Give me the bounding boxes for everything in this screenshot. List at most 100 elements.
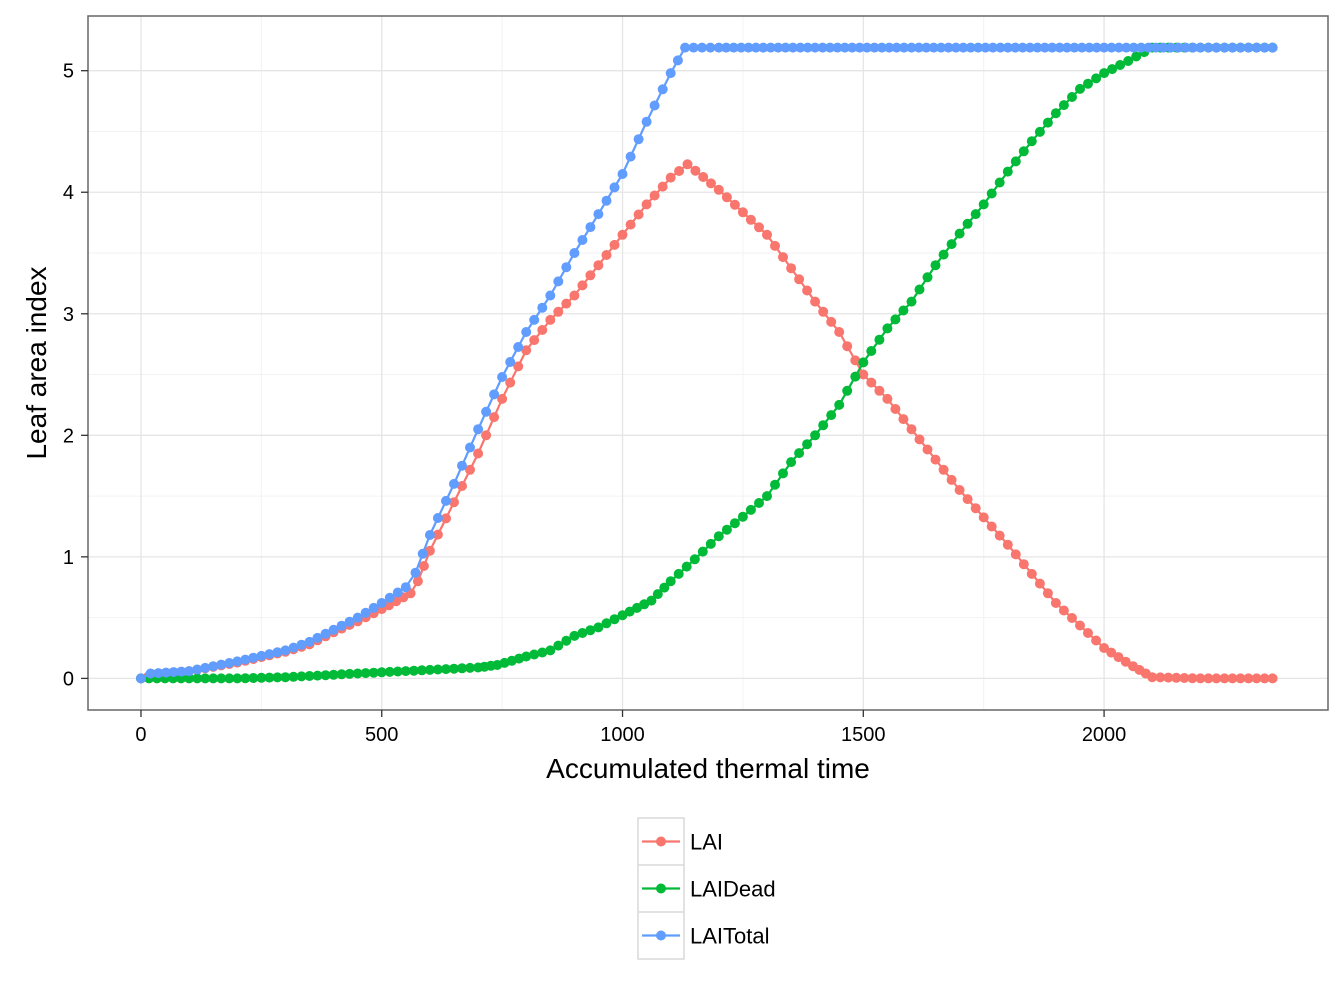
data-point xyxy=(825,42,835,53)
data-point xyxy=(184,673,195,684)
data-point xyxy=(688,42,699,53)
data-point xyxy=(876,42,887,53)
data-point xyxy=(817,42,828,53)
data-point xyxy=(577,280,588,291)
data-point xyxy=(913,42,924,53)
data-point xyxy=(489,412,500,423)
data-point xyxy=(649,190,660,201)
data-point xyxy=(417,548,428,559)
data-point xyxy=(1002,166,1013,177)
data-point xyxy=(842,341,853,352)
data-point xyxy=(1173,42,1184,53)
data-point xyxy=(392,587,403,598)
data-point xyxy=(410,567,421,578)
data-point xyxy=(521,651,532,662)
data-point xyxy=(288,642,299,653)
data-point xyxy=(216,673,227,684)
data-point xyxy=(858,369,869,380)
data-point xyxy=(689,554,700,565)
data-point xyxy=(449,663,459,674)
data-point xyxy=(280,672,291,683)
data-point xyxy=(674,166,685,176)
data-point xyxy=(802,285,813,296)
data-point xyxy=(272,647,283,658)
data-point xyxy=(1084,42,1095,53)
data-point xyxy=(1243,42,1254,53)
data-point xyxy=(737,511,748,522)
legend-label: LAIDead xyxy=(690,877,776,902)
data-point xyxy=(200,673,211,684)
data-point xyxy=(497,372,508,382)
data-point xyxy=(659,582,670,593)
data-point xyxy=(328,624,339,635)
data-point xyxy=(680,42,691,53)
data-point xyxy=(505,377,516,388)
data-point xyxy=(1147,672,1158,683)
data-point xyxy=(1259,42,1270,53)
data-point xyxy=(424,530,435,540)
data-point xyxy=(930,454,941,465)
data-point xyxy=(1075,620,1085,631)
data-point xyxy=(609,239,620,250)
data-point xyxy=(1179,673,1190,683)
data-point xyxy=(1047,42,1058,53)
data-point xyxy=(224,658,235,668)
data-point xyxy=(633,209,644,220)
data-point xyxy=(609,182,620,193)
axes: 0 500 1000 1500 2000 0 1 2 3 4 5 xyxy=(63,61,1126,746)
data-point xyxy=(898,414,909,425)
data-point xyxy=(906,296,917,307)
data-point xyxy=(854,42,865,53)
data-point xyxy=(921,42,932,53)
data-point xyxy=(882,393,893,404)
data-point xyxy=(1106,647,1117,658)
data-point xyxy=(1163,672,1174,683)
data-point xyxy=(529,335,540,346)
y-tick-label: 1 xyxy=(63,547,74,569)
data-point xyxy=(441,664,451,675)
data-point xyxy=(625,151,636,162)
data-point xyxy=(376,667,387,678)
data-point xyxy=(954,485,965,495)
data-point xyxy=(168,667,179,678)
data-point xyxy=(1025,42,1035,53)
data-point xyxy=(995,42,1006,53)
data-point xyxy=(561,262,572,273)
data-point xyxy=(312,632,323,643)
data-point xyxy=(729,518,740,529)
data-point xyxy=(553,306,564,317)
legend-label: LAITotal xyxy=(690,924,770,949)
series-layer xyxy=(136,42,1278,684)
data-point xyxy=(665,172,676,183)
data-point xyxy=(296,671,307,682)
data-point xyxy=(810,430,821,441)
y-axis-title: Leaf area index xyxy=(21,266,52,459)
data-point xyxy=(601,618,612,629)
data-point xyxy=(1267,42,1278,53)
y-tick-label: 4 xyxy=(63,182,74,204)
data-point xyxy=(601,250,612,260)
data-point xyxy=(1099,643,1110,653)
data-point xyxy=(721,192,732,203)
data-point xyxy=(208,673,219,684)
data-point xyxy=(1018,146,1029,157)
data-point xyxy=(432,529,443,540)
y-tick-label: 3 xyxy=(63,304,74,326)
data-point xyxy=(1058,605,1069,616)
data-point xyxy=(795,42,806,53)
data-point xyxy=(1017,42,1028,53)
data-point xyxy=(994,177,1005,188)
data-point xyxy=(1143,42,1154,53)
data-point xyxy=(280,645,291,656)
data-point xyxy=(513,342,524,352)
data-point xyxy=(810,296,821,307)
data-point xyxy=(344,616,355,627)
data-point xyxy=(473,448,484,459)
data-point xyxy=(232,673,243,684)
data-point xyxy=(521,345,532,356)
data-point xyxy=(898,305,909,316)
data-point xyxy=(890,404,901,414)
data-point xyxy=(153,668,164,679)
data-point xyxy=(400,666,411,677)
